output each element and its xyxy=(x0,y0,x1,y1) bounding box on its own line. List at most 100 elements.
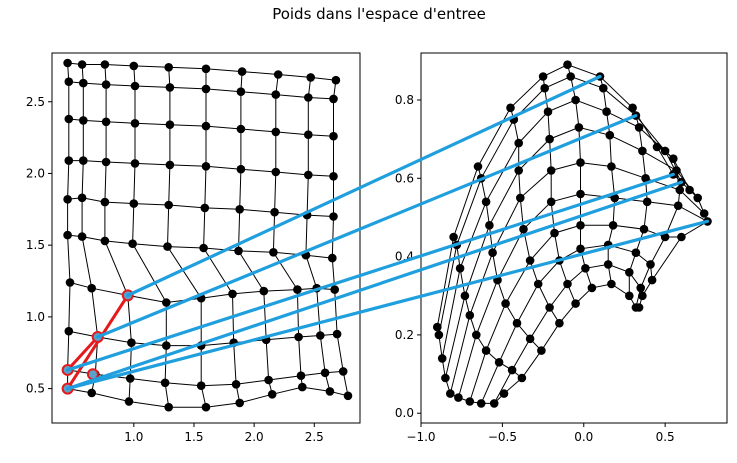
right-node-3-0 xyxy=(441,373,450,383)
right-node-6-1 xyxy=(481,346,491,355)
right-node-7-5 xyxy=(576,244,585,254)
left-node-0-1 xyxy=(77,60,87,69)
left-node-6-6 xyxy=(259,286,269,296)
left-grid-col-5 xyxy=(203,68,241,403)
right-node-7-8 xyxy=(646,260,655,269)
left-node-0-7 xyxy=(273,70,283,79)
right-node-6-4 xyxy=(550,228,559,238)
left-node-8-9 xyxy=(338,367,348,376)
right-node-5-6 xyxy=(610,193,619,203)
left-node-8-7 xyxy=(296,371,306,381)
right-ytick-label-1: 0.2 xyxy=(395,328,414,342)
left-node-7-7 xyxy=(294,332,303,342)
right-node-9-9 xyxy=(634,303,644,312)
left-node-0-0 xyxy=(63,58,72,68)
right-node-8-6 xyxy=(603,260,613,269)
right-node-9-3 xyxy=(555,318,564,328)
left-node-9-5 xyxy=(235,398,244,408)
right-grid-row-6 xyxy=(469,224,682,402)
right-node-0-7 xyxy=(628,103,637,113)
left-node-2-2 xyxy=(101,117,111,127)
right-node-2-4 xyxy=(543,107,553,116)
right-grid-col-0 xyxy=(436,326,505,404)
left-node-9-8 xyxy=(325,387,335,396)
left-ytick-label-0: 0.5 xyxy=(26,382,45,396)
left-node-8-3 xyxy=(160,378,170,388)
connector-line-3 xyxy=(66,180,684,391)
right-ytick-label-4: 0.8 xyxy=(395,93,414,107)
right-node-2-7 xyxy=(634,123,644,132)
right-grid-row-0 xyxy=(436,64,674,328)
left-xtick-label-3: 2.5 xyxy=(305,430,324,444)
left-node-9-2 xyxy=(124,397,134,406)
right-node-2-1 xyxy=(455,264,465,273)
right-node-6-9 xyxy=(677,232,686,242)
connector-line-1 xyxy=(96,114,638,339)
right-node-9-7 xyxy=(625,291,634,301)
right-node-6-2 xyxy=(501,299,510,308)
left-node-1-1 xyxy=(79,78,88,88)
right-node-2-9 xyxy=(685,185,694,195)
right-node-8-1 xyxy=(507,365,517,375)
right-xtick-label-0: −1.0 xyxy=(406,430,435,444)
right-node-6-7 xyxy=(639,224,649,234)
left-grid-row-5 xyxy=(67,234,333,259)
right-grid-col-6 xyxy=(599,76,616,285)
left-node-5-3 xyxy=(128,239,137,248)
right-xtick-label-1: −0.5 xyxy=(488,430,517,444)
left-node-1-0 xyxy=(64,77,74,86)
left-node-4-0 xyxy=(63,195,72,204)
right-node-4-1 xyxy=(465,311,475,320)
right-node-5-5 xyxy=(576,189,585,199)
right-node-0-5 xyxy=(563,60,572,69)
right-grid-col-8 xyxy=(635,146,681,308)
right-node-5-1 xyxy=(472,330,481,340)
left-node-2-1 xyxy=(79,116,88,125)
left-grid-row-4 xyxy=(67,197,334,217)
left-node-5-2 xyxy=(100,236,110,246)
left-node-1-4 xyxy=(165,83,175,92)
right-node-0-3 xyxy=(506,103,515,113)
left-node-5-7 xyxy=(269,248,278,257)
right-node-3-8 xyxy=(672,166,681,175)
right-grid-col-2 xyxy=(477,166,542,351)
right-node-1-0 xyxy=(434,330,444,340)
connector-line-0 xyxy=(126,74,602,297)
right-node-4-9 xyxy=(699,209,709,218)
right-xtick-label-2: 0.0 xyxy=(574,430,593,444)
left-node-3-5 xyxy=(201,162,211,171)
right-node-3-5 xyxy=(574,123,584,132)
left-node-6-9 xyxy=(330,285,340,294)
right-node-3-9 xyxy=(693,193,702,203)
left-grid-col-0 xyxy=(67,62,71,389)
right-node-0-8 xyxy=(652,142,662,152)
left-node-0-8 xyxy=(306,73,316,82)
right-node-0-1 xyxy=(449,232,458,242)
right-node-7-9 xyxy=(647,275,657,285)
left-node-4-3 xyxy=(129,199,139,208)
left-node-5-0 xyxy=(63,230,72,240)
left-node-5-4 xyxy=(163,242,172,251)
left-node-1-5 xyxy=(201,84,211,94)
right-node-4-2 xyxy=(488,248,497,257)
right-node-6-5 xyxy=(576,221,585,230)
right-node-8-8 xyxy=(636,283,645,293)
left-node-0-3 xyxy=(129,61,139,71)
connector-line-4 xyxy=(66,219,710,391)
left-node-3-0 xyxy=(64,156,74,165)
left-node-2-9 xyxy=(329,131,338,141)
left-node-4-1 xyxy=(77,193,87,203)
right-node-4-0 xyxy=(446,389,455,398)
right-grid-row-1 xyxy=(438,75,682,335)
left-node-7-3 xyxy=(162,341,171,350)
left-grid-row-1 xyxy=(68,81,334,100)
right-ytick-label-3: 0.6 xyxy=(395,171,414,185)
right-node-3-1 xyxy=(460,291,470,301)
left-node-9-6 xyxy=(267,390,277,399)
left-node-8-4 xyxy=(196,381,206,391)
right-node-2-5 xyxy=(571,95,580,105)
right-node-3-3 xyxy=(514,166,523,175)
left-node-6-5 xyxy=(228,289,237,299)
right-node-3-6 xyxy=(605,130,615,140)
left-grid-row-2 xyxy=(68,118,334,137)
